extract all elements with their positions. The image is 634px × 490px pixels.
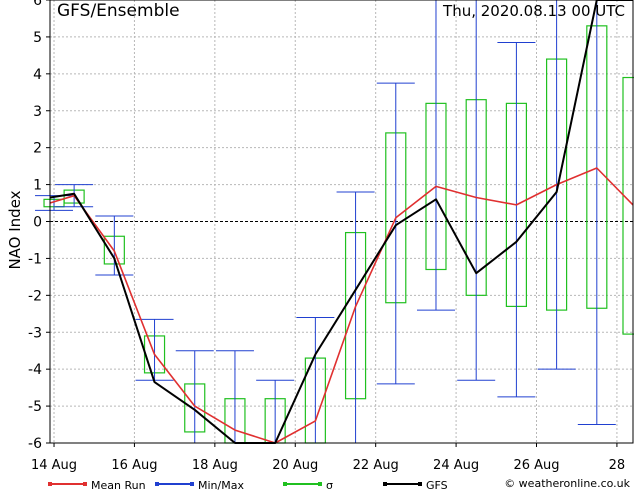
x-tick-label: 16 Aug	[111, 458, 157, 473]
legend-marker-left	[48, 482, 52, 486]
run-time: Thu, 2020.08.13 00 UTC	[442, 2, 625, 20]
legend-marker-right	[418, 482, 422, 486]
y-tick-label: -1	[28, 251, 42, 267]
x-ticks: 14 Aug 16 Aug 18 Aug 20 Aug 22 Aug 24 Aug 26 A…	[31, 443, 625, 473]
legend-marker-left	[155, 482, 159, 486]
legend-label-sigma: σ	[326, 479, 333, 490]
legend-marker-right	[83, 482, 87, 486]
legend-marker-right	[318, 482, 322, 486]
legend-marker-right	[190, 482, 194, 486]
y-tick-label: 5	[33, 30, 42, 46]
x-tick-label: 24 Aug	[433, 458, 479, 473]
x-tick-label: 20 Aug	[272, 458, 318, 473]
x-tick-label: 28	[609, 458, 626, 473]
mean-run-line-group	[49, 167, 634, 444]
legend-label-minmax: Min/Max	[198, 479, 244, 490]
y-tick-label: -6	[28, 436, 42, 452]
y-tick-label: 1	[33, 178, 42, 194]
y-tick-label: -5	[28, 399, 42, 415]
credit-text: © weatheronline.co.uk	[504, 477, 630, 490]
y-tick-label: 6	[33, 0, 42, 9]
minmax-whiskers	[35, 0, 634, 443]
y-tick-label: 2	[33, 141, 42, 157]
chart-title: GFS/Ensemble	[57, 1, 180, 21]
legend-marker-left	[283, 482, 287, 486]
mean-run-line	[49, 167, 634, 444]
legend-marker-left	[383, 482, 387, 486]
legend-label-mean: Mean Run	[91, 479, 146, 490]
x-tick-label: 18 Aug	[192, 458, 238, 473]
y-tick-label: -2	[28, 288, 42, 304]
y-tick-label: -4	[28, 362, 42, 378]
legend-label-gfs: GFS	[426, 479, 448, 490]
y-tick-label: 0	[33, 215, 42, 231]
y-ticks: -6 -5 -4 -3 -2 -1 0 1 2 3 4 5 6	[28, 0, 50, 452]
y-axis-label: NAO Index	[6, 190, 24, 269]
y-tick-label: 3	[33, 104, 42, 120]
sigma-boxes	[43, 25, 634, 444]
gfs-line	[49, 0, 633, 444]
y-tick-label: 4	[33, 67, 42, 83]
x-tick-label: 22 Aug	[353, 458, 399, 473]
y-tick-label: -3	[28, 325, 42, 341]
x-tick-label: 14 Aug	[31, 458, 77, 473]
legend: Mean Run Min/Max σ GFS	[48, 479, 448, 490]
x-tick-label: 26 Aug	[513, 458, 559, 473]
sigma-box	[622, 76, 634, 335]
gfs-line-group	[49, 0, 633, 444]
